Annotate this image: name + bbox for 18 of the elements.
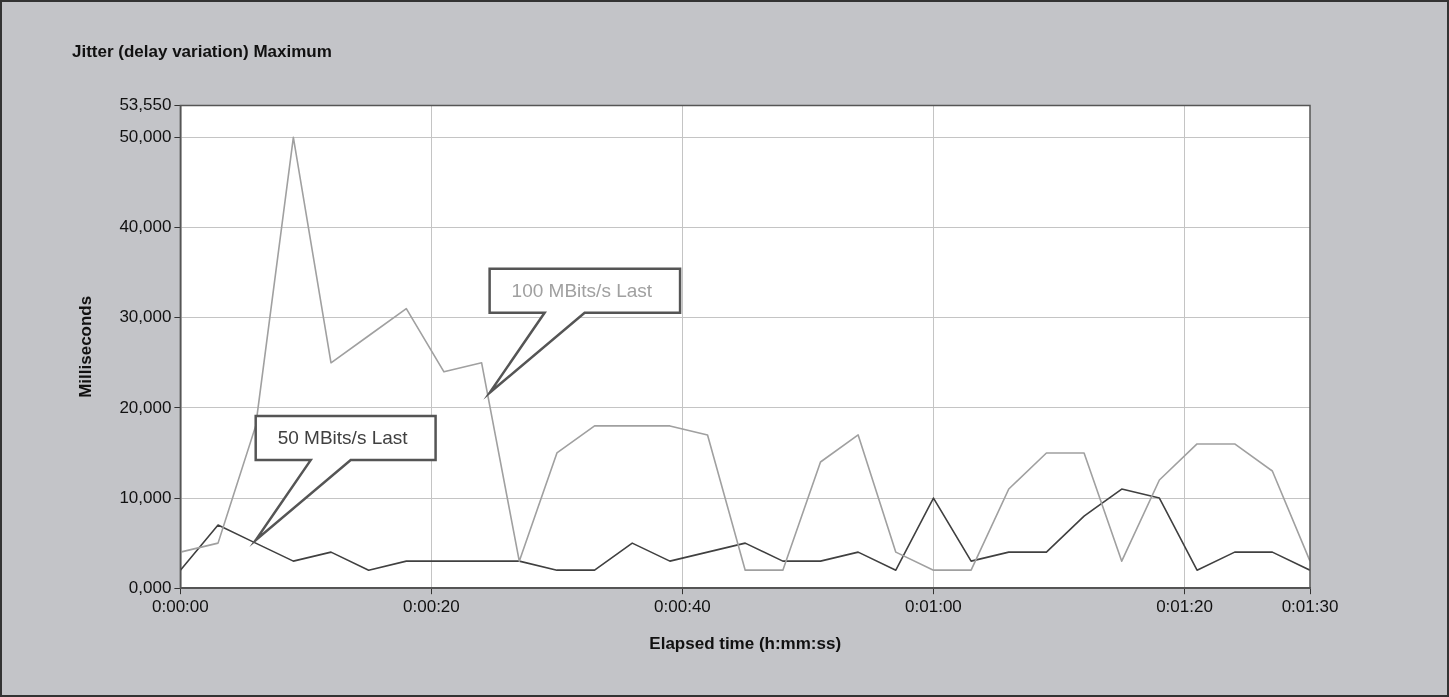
chart-title: Jitter (delay variation) Maximum <box>72 41 332 61</box>
y-tick-label: 53,550 <box>119 95 172 115</box>
x-axis-title: Elapsed time (h:mm:ss) <box>649 634 842 654</box>
y-tick-label: 20,000 <box>119 397 172 417</box>
text: 50 MBits/s Last <box>277 427 409 449</box>
y-tick-label: 10,000 <box>119 487 172 507</box>
y-tick-label: 30,000 <box>119 307 172 327</box>
y-axis-title: Milliseconds <box>75 295 95 398</box>
x-tick-label: 0:01:30 <box>1281 597 1339 617</box>
y-tick-label: 50,000 <box>119 127 172 147</box>
x-tick-label: 0:00:20 <box>403 597 460 617</box>
x-tick-label: 0:00:00 <box>152 597 209 617</box>
x-tick-label: 0:01:00 <box>905 597 962 617</box>
x-tick-label: 0:00:40 <box>654 597 711 617</box>
y-tick-label: 40,000 <box>119 217 172 237</box>
text: 100 MBits/s Last <box>511 280 653 302</box>
x-tick-label: 0:01:20 <box>1156 597 1213 617</box>
y-tick-label: 0,000 <box>128 577 172 597</box>
